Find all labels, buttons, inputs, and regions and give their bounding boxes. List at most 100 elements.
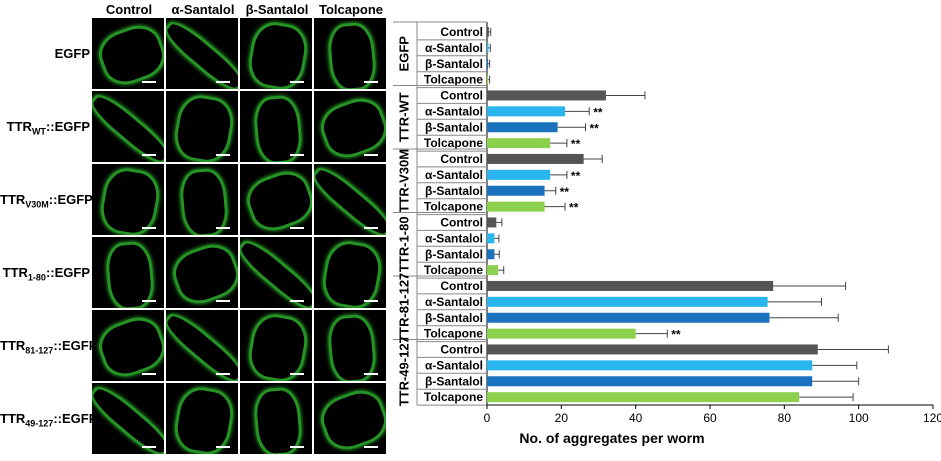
scale-bar (216, 154, 230, 156)
significance-marker: ** (569, 201, 579, 215)
bar-category-label: α-Santalol (425, 358, 483, 372)
x-tick-label: 60 (703, 411, 717, 425)
bar-category-label: α-Santalol (425, 295, 483, 309)
bar (487, 26, 489, 37)
bar (487, 344, 818, 355)
significance-marker: ** (560, 185, 570, 199)
bar (487, 90, 606, 101)
scale-bar (142, 227, 156, 229)
significance-marker: ** (571, 137, 581, 151)
bar-category-label: α-Santalol (425, 104, 483, 118)
worm-micrograph (92, 310, 164, 381)
scale-bar (216, 227, 230, 229)
worm-micrograph (92, 237, 164, 308)
worm-micrograph (240, 164, 312, 235)
bar-category-label: Tolcapone (424, 136, 483, 150)
bar (487, 233, 495, 244)
scale-bar (290, 227, 304, 229)
bar (487, 265, 499, 276)
worm-micrograph (240, 18, 312, 89)
x-tick-label: 100 (849, 411, 869, 425)
worm-micrograph (314, 18, 386, 89)
bar (487, 392, 800, 403)
significance-marker: ** (589, 121, 599, 135)
bar (487, 360, 813, 371)
x-axis-title: No. of aggregates per worm (519, 430, 704, 446)
bar (487, 106, 566, 117)
worm-micrograph (314, 237, 386, 308)
row-label: TTR81-127::EGFP (0, 338, 98, 356)
scale-bar (216, 81, 230, 83)
bar (487, 74, 489, 85)
worm-micrograph (240, 310, 312, 381)
group-label: TTR-V30M (396, 149, 411, 213)
bar (487, 312, 770, 323)
significance-marker: ** (571, 169, 581, 183)
worm-micrograph (92, 383, 164, 454)
scale-bar (290, 373, 304, 375)
bar-category-label: Control (440, 152, 483, 166)
worm-micrograph (166, 310, 238, 381)
column-header-alpha-santalol: α-Santalol (171, 2, 235, 17)
scale-bar (216, 300, 230, 302)
row-label: TTR49-127::EGFP (0, 411, 98, 429)
bar (487, 296, 768, 307)
bar-category-label: Control (440, 279, 483, 293)
bar-category-label: α-Santalol (425, 168, 483, 182)
scale-bar (142, 81, 156, 83)
scale-bar (290, 446, 304, 448)
scale-bar (142, 373, 156, 375)
worm-micrograph (166, 383, 238, 454)
bar (487, 122, 558, 133)
worm-micrograph (166, 18, 238, 89)
column-header-beta-santalol: β-Santalol (245, 2, 309, 17)
column-header-tolcapone: Tolcapone (318, 2, 384, 17)
scale-bar (364, 373, 378, 375)
x-tick-label: 0 (484, 411, 491, 425)
scale-bar (290, 154, 304, 156)
bar (487, 153, 584, 164)
group-label: TTR-WT (396, 92, 411, 142)
bar-category-label: β-Santalol (425, 311, 483, 325)
x-tick-label: 40 (629, 411, 643, 425)
scale-bar (364, 446, 378, 448)
bar-category-label: β-Santalol (425, 120, 483, 134)
bar-category-label: Control (440, 342, 483, 356)
bar-category-label: β-Santalol (425, 247, 483, 261)
scale-bar (142, 446, 156, 448)
worm-micrograph (240, 91, 312, 162)
bar-category-label: Control (440, 215, 483, 229)
bar-category-label: Control (440, 25, 483, 39)
bar (487, 280, 774, 291)
scale-bar (364, 300, 378, 302)
bar-category-label: Tolcapone (424, 390, 483, 404)
bar (487, 169, 551, 180)
bar (487, 328, 636, 339)
bar-category-label: β-Santalol (425, 374, 483, 388)
bar (487, 201, 545, 212)
scale-bar (290, 81, 304, 83)
scale-bar (216, 373, 230, 375)
scale-bar (364, 154, 378, 156)
worm-micrograph (92, 164, 164, 235)
x-tick-label: 20 (555, 411, 569, 425)
worm-micrograph (314, 310, 386, 381)
x-tick-label: 80 (778, 411, 792, 425)
worm-micrograph (92, 91, 164, 162)
bar-category-label: α-Santalol (425, 231, 483, 245)
bar-category-label: Tolcapone (424, 200, 483, 214)
bar (487, 138, 551, 149)
worm-micrograph (240, 237, 312, 308)
scale-bar (364, 227, 378, 229)
significance-marker: ** (593, 105, 603, 119)
worm-micrograph (240, 383, 312, 454)
row-label: EGFP (54, 46, 90, 61)
row-label: TTR1-80::EGFP (2, 265, 90, 283)
bar-category-label: Tolcapone (424, 73, 483, 87)
bar-category-label: α-Santalol (425, 41, 483, 55)
bar (487, 185, 545, 196)
bar (487, 217, 497, 228)
row-label: TTRWT::EGFP (6, 119, 90, 137)
